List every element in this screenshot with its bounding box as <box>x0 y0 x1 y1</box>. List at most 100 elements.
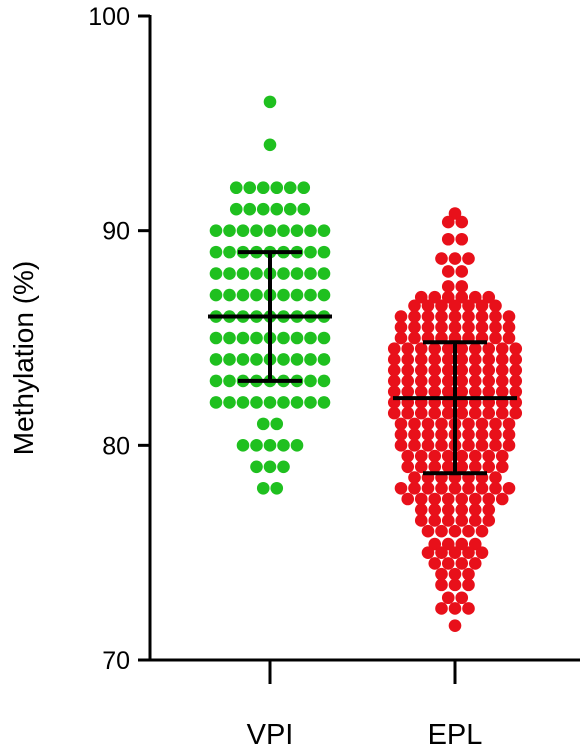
data-point-vpi <box>209 267 223 280</box>
data-point-epl <box>455 492 469 506</box>
data-point-vpi <box>290 267 304 280</box>
data-point-epl <box>435 524 448 538</box>
data-point-epl <box>401 342 415 356</box>
data-point-vpi <box>263 138 277 152</box>
data-point-epl <box>455 290 469 304</box>
data-point-epl <box>421 439 435 452</box>
data-point-epl <box>455 514 469 527</box>
data-point-epl <box>408 439 421 452</box>
data-point-epl <box>509 353 523 366</box>
data-point-epl <box>435 439 448 452</box>
data-point-epl <box>428 557 442 570</box>
data-point-epl <box>448 567 462 581</box>
data-point-epl <box>401 406 415 420</box>
data-point-epl <box>468 449 482 463</box>
data-points-layer <box>209 95 523 632</box>
data-point-epl <box>462 481 475 495</box>
data-point-epl <box>441 460 455 474</box>
data-point-epl <box>414 460 428 474</box>
data-point-epl <box>428 374 442 388</box>
data-point-epl <box>462 524 475 538</box>
data-point-epl <box>441 265 455 278</box>
data-point-epl <box>401 460 415 474</box>
data-point-vpi <box>223 245 236 259</box>
data-point-epl <box>482 385 496 398</box>
data-point-epl <box>414 492 428 506</box>
data-point-vpi <box>317 331 331 345</box>
data-point-vpi <box>229 202 243 216</box>
data-point-epl <box>414 353 428 366</box>
data-point-epl <box>448 320 462 334</box>
data-point-epl <box>421 481 435 495</box>
data-point-epl <box>448 524 462 538</box>
data-point-epl <box>455 385 469 398</box>
data-point-vpi <box>304 245 317 259</box>
data-point-epl <box>401 363 415 377</box>
data-point-epl <box>495 374 509 388</box>
data-point-epl <box>468 374 482 388</box>
data-point-epl <box>387 385 401 398</box>
data-point-epl <box>448 252 462 265</box>
data-point-vpi <box>304 267 317 280</box>
data-point-epl <box>502 428 516 441</box>
data-point-epl <box>468 503 482 517</box>
data-point-epl <box>509 374 523 388</box>
data-point-epl <box>414 374 428 388</box>
data-point-epl <box>428 492 442 506</box>
data-point-epl <box>394 331 408 345</box>
data-point-epl <box>448 299 462 313</box>
data-point-epl <box>495 385 509 398</box>
data-point-epl <box>455 280 469 293</box>
data-point-epl <box>495 342 509 356</box>
data-point-epl <box>414 363 428 377</box>
x-category-label: VPI <box>247 719 294 751</box>
data-point-epl <box>468 514 482 527</box>
data-point-epl <box>482 363 496 377</box>
data-point-vpi <box>250 224 263 237</box>
data-point-vpi <box>277 353 290 366</box>
data-point-epl <box>462 439 475 452</box>
data-point-epl <box>435 417 448 431</box>
data-point-epl <box>387 363 401 377</box>
data-point-epl <box>468 537 482 551</box>
data-point-epl <box>408 471 421 484</box>
data-point-epl <box>468 460 482 474</box>
data-point-vpi <box>209 245 223 259</box>
data-point-vpi <box>290 353 304 366</box>
data-point-epl <box>448 602 462 615</box>
data-point-epl <box>455 265 469 278</box>
data-point-vpi <box>283 202 297 216</box>
data-point-epl <box>421 310 435 323</box>
data-point-epl <box>441 449 455 463</box>
data-point-epl <box>489 417 502 431</box>
data-point-epl <box>401 449 415 463</box>
data-point-epl <box>441 537 455 551</box>
data-point-epl <box>455 406 469 420</box>
data-point-epl <box>441 363 455 377</box>
data-point-epl <box>435 320 448 334</box>
data-point-epl <box>441 406 455 420</box>
data-point-epl <box>455 232 469 246</box>
data-point-vpi <box>277 267 290 280</box>
data-point-epl <box>475 428 489 441</box>
data-point-vpi <box>277 224 290 237</box>
data-point-vpi <box>250 288 263 302</box>
data-point-epl <box>448 207 462 220</box>
data-point-epl <box>394 310 408 323</box>
data-point-epl <box>455 449 469 463</box>
data-point-vpi <box>229 181 243 195</box>
data-point-epl <box>441 290 455 304</box>
data-point-vpi <box>236 331 250 345</box>
data-point-epl <box>387 374 401 388</box>
data-point-vpi <box>223 353 236 366</box>
data-point-vpi <box>317 224 331 237</box>
data-point-epl <box>435 252 448 265</box>
data-point-epl <box>408 331 421 345</box>
data-point-epl <box>435 567 448 581</box>
data-point-vpi <box>304 331 317 345</box>
data-point-epl <box>408 299 421 313</box>
data-point-epl <box>455 215 469 229</box>
data-point-vpi <box>256 202 270 216</box>
